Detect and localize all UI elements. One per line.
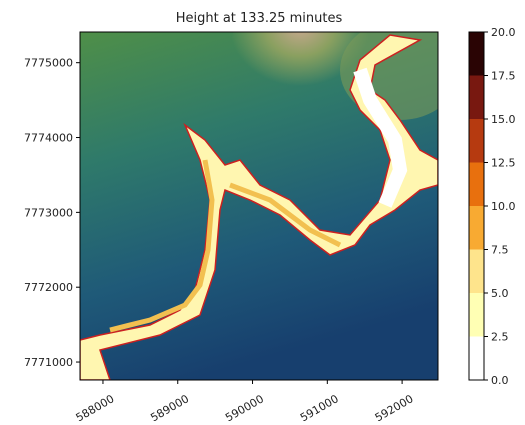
colorbar-band [469, 163, 484, 207]
x-tick-label: 592000 [373, 392, 416, 421]
x-tick-label: 588000 [74, 392, 117, 421]
colorbar-band [469, 76, 484, 120]
colorbar-band [469, 250, 484, 294]
colorbar-tick-label: 15.0 [491, 113, 516, 126]
y-tick-label: 7771000 [24, 356, 73, 369]
colorbar-band [469, 293, 484, 337]
colorbar-band [469, 337, 484, 381]
x-tick-label: 591000 [298, 392, 341, 421]
colorbar-tick-label: 2.5 [491, 331, 509, 344]
y-tick-label: 7774000 [24, 132, 73, 145]
colorbar-tick-label: 20.0 [491, 26, 516, 39]
chart: Height at 133.25 minutes 588000 589000 590… [0, 0, 525, 421]
chart-title: Height at 133.25 minutes [176, 11, 343, 26]
colorbar-tick-label: 0.0 [491, 374, 509, 387]
colorbar-band [469, 119, 484, 163]
colorbar-tick-label: 7.5 [491, 244, 509, 257]
terrain-map [80, 0, 460, 380]
colorbar-band [469, 32, 484, 76]
colorbar-tick-label: 5.0 [491, 287, 509, 300]
colorbar-tick-label: 10.0 [491, 200, 516, 213]
x-tick-label: 590000 [223, 392, 266, 421]
y-tick-label: 7773000 [24, 206, 73, 219]
y-tick-label: 7772000 [24, 281, 73, 294]
colorbar-tick-label: 12.5 [491, 157, 516, 170]
y-tick-label: 7775000 [24, 57, 73, 70]
x-tick-label: 589000 [148, 392, 191, 421]
colorbar-band [469, 206, 484, 250]
colorbar-tick-label: 17.5 [491, 70, 516, 83]
